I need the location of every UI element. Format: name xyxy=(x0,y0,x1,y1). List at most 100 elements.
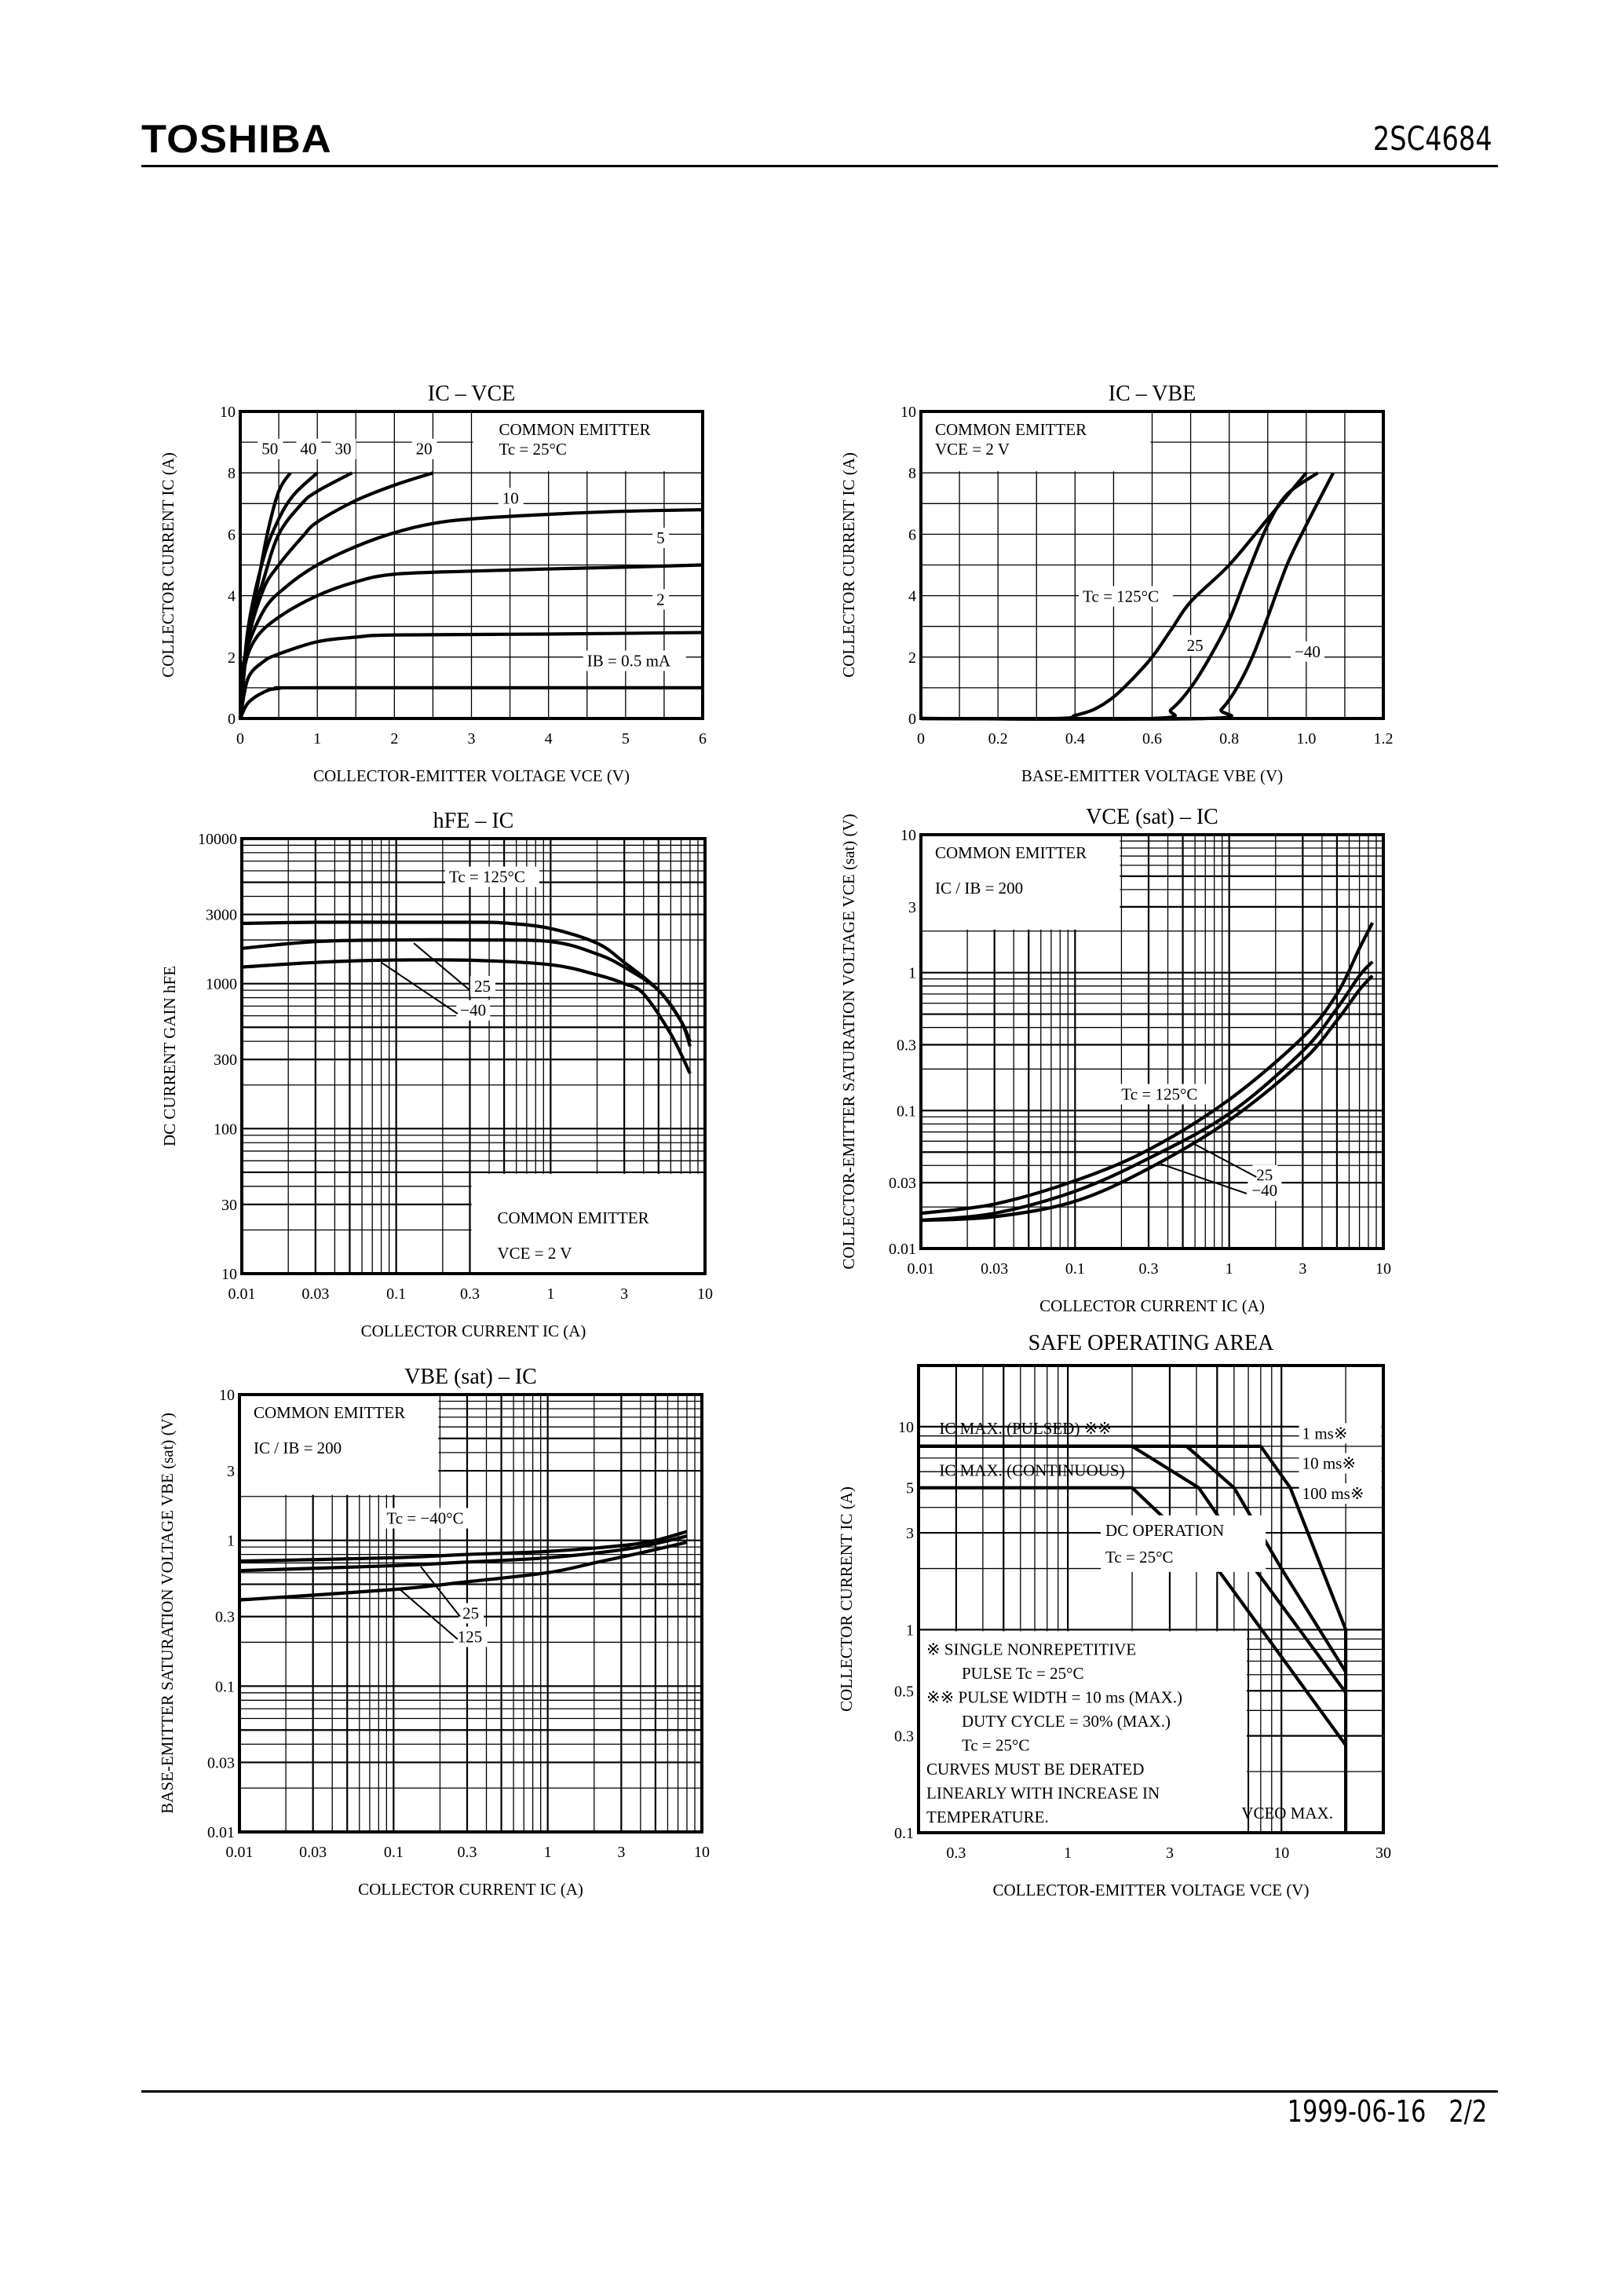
svg-text:Tc = 125°C: Tc = 125°C xyxy=(1121,1084,1197,1103)
svg-text:0.1: 0.1 xyxy=(386,1285,406,1303)
svg-text:0.3: 0.3 xyxy=(894,1728,914,1746)
svg-text:1000: 1000 xyxy=(206,976,237,993)
chart-title: VCE (sat) – IC xyxy=(1086,805,1218,829)
svg-text:3: 3 xyxy=(1299,1260,1306,1278)
svg-text:COMMON EMITTER: COMMON EMITTER xyxy=(935,843,1087,862)
svg-text:0: 0 xyxy=(228,711,236,728)
svg-text:1.0: 1.0 xyxy=(1296,730,1316,748)
svg-text:10: 10 xyxy=(898,1419,914,1436)
svg-text:IC / IB = 200: IC / IB = 200 xyxy=(254,1439,342,1457)
svg-text:30: 30 xyxy=(1375,1844,1391,1862)
header-rule xyxy=(141,165,1498,167)
svg-text:3000: 3000 xyxy=(206,907,237,924)
svg-text:10: 10 xyxy=(220,404,236,421)
svg-text:0.01: 0.01 xyxy=(228,1285,256,1303)
svg-text:10: 10 xyxy=(502,488,519,507)
series-line xyxy=(239,686,703,719)
svg-text:30: 30 xyxy=(221,1197,237,1214)
chart-ic-vce: 0 1 2 3 4 5 6 0 2 4 6 8 10 IC – VCE COLLECTOR-EMITTER … xyxy=(159,382,707,785)
svg-text:3: 3 xyxy=(468,730,476,748)
svg-text:3: 3 xyxy=(908,899,916,916)
chart-title: hFE – IC xyxy=(433,809,514,833)
svg-text:0.1: 0.1 xyxy=(215,1678,235,1695)
svg-text:Tc = 125°C: Tc = 125°C xyxy=(449,868,525,887)
chart-annotations: COMMON EMITTER IC / IB = 200 xyxy=(922,836,1120,930)
svg-text:0.03: 0.03 xyxy=(889,1175,916,1192)
curve-labels: Tc = 125°C25−40 xyxy=(381,866,540,1021)
chart-title: IC – VBE xyxy=(1109,382,1196,406)
curve-labels: 50 40 30 20 10 5 2 IB = 0.5 mA xyxy=(258,438,686,671)
svg-text:1: 1 xyxy=(544,1844,552,1861)
curve-labels: Tc = −40°C 25 125 xyxy=(382,1508,488,1647)
svg-text:10: 10 xyxy=(901,404,916,421)
svg-text:COMMON EMITTER: COMMON EMITTER xyxy=(499,420,651,439)
svg-text:5: 5 xyxy=(656,528,665,547)
svg-text:0.5: 0.5 xyxy=(894,1683,914,1700)
svg-text:3: 3 xyxy=(906,1525,914,1542)
svg-text:1: 1 xyxy=(313,730,321,748)
curve-labels: Tc = 125°C25−40 xyxy=(1079,586,1325,662)
chart-annotations: COMMON EMITTER IC / IB = 200 xyxy=(241,1396,439,1495)
svg-text:IC / IB = 200: IC / IB = 200 xyxy=(935,879,1023,898)
svg-text:2: 2 xyxy=(656,590,665,609)
svg-text:25: 25 xyxy=(474,977,491,996)
tick-labels: 0 1 2 3 4 5 6 0 2 4 6 8 10 xyxy=(220,404,707,748)
svg-text:VCE = 2 V: VCE = 2 V xyxy=(498,1244,572,1263)
svg-text:0.4: 0.4 xyxy=(1065,730,1085,748)
svg-text:0.6: 0.6 xyxy=(1142,730,1162,748)
svg-text:0.3: 0.3 xyxy=(1139,1260,1159,1278)
svg-text:IB = 0.5 mA: IB = 0.5 mA xyxy=(587,652,671,671)
svg-text:1: 1 xyxy=(1226,1260,1233,1278)
series-line xyxy=(920,922,1375,1216)
svg-text:25: 25 xyxy=(1256,1166,1273,1185)
series-line xyxy=(241,938,692,1047)
svg-text:4: 4 xyxy=(545,730,553,748)
chart-hfe-ic: 0.01 0.03 0.1 0.3 1 3 10 10 30 100 300 1000 3000 1000… xyxy=(160,809,713,1340)
tick-labels: 0.3 1 3 10 30 0.1 0.3 0.5 1 3 5 10 xyxy=(894,1419,1391,1862)
svg-text:25: 25 xyxy=(1187,636,1204,655)
series-line xyxy=(920,974,1374,1223)
svg-text:0.01: 0.01 xyxy=(207,1824,235,1841)
svg-text:4: 4 xyxy=(228,588,236,605)
series-line xyxy=(920,960,1374,1223)
series-line xyxy=(241,958,692,1075)
svg-text:COMMON EMITTER: COMMON EMITTER xyxy=(254,1403,405,1422)
y-axis-label: BASE-EMITTER SATURATION VOLTAGE VBE (sat… xyxy=(158,1413,177,1814)
series-line xyxy=(239,1541,688,1602)
svg-text:25: 25 xyxy=(462,1603,479,1622)
series-line xyxy=(238,631,703,719)
svg-text:LINEARLY WITH INCREASE IN: LINEARLY WITH INCREASE IN xyxy=(926,1783,1160,1802)
footer-date: 1999-06-16 xyxy=(1287,2094,1427,2129)
svg-text:0: 0 xyxy=(236,730,244,748)
svg-text:0.3: 0.3 xyxy=(897,1037,916,1055)
svg-text:VCEO MAX.: VCEO MAX. xyxy=(1241,1804,1333,1823)
series-line xyxy=(920,472,1335,721)
svg-text:0.1: 0.1 xyxy=(1065,1260,1085,1278)
svg-text:IC MAX. (CONTINUOUS): IC MAX. (CONTINUOUS) xyxy=(939,1461,1124,1480)
svg-text:2: 2 xyxy=(390,730,398,748)
svg-text:2: 2 xyxy=(228,649,236,667)
x-axis-label: COLLECTOR CURRENT IC (A) xyxy=(358,1880,583,1899)
svg-text:※ SINGLE NONREPETITIVE: ※ SINGLE NONREPETITIVE xyxy=(926,1640,1136,1658)
svg-text:1: 1 xyxy=(227,1533,235,1550)
svg-text:8: 8 xyxy=(908,465,916,482)
chart-vbesat-ic: 0.01 0.03 0.1 0.3 1 3 10 0.01 0.03 0.1 0.3 1 3 10 VBE … xyxy=(158,1365,710,1899)
svg-text:50: 50 xyxy=(261,440,278,459)
x-axis-label: BASE-EMITTER VOLTAGE VBE (V) xyxy=(1021,766,1283,785)
svg-text:0.3: 0.3 xyxy=(460,1285,480,1303)
svg-text:Tc = −40°C: Tc = −40°C xyxy=(386,1509,463,1528)
y-axis-label: DC CURRENT GAIN hFE xyxy=(160,966,179,1146)
tick-labels: 0.01 0.03 0.1 0.3 1 3 10 0.01 0.03 0.1 0.3 1 3 10 xyxy=(207,1387,710,1861)
brand-logo: TOSHIBA xyxy=(141,117,332,161)
y-axis-label: COLLECTOR CURRENT IC (A) xyxy=(159,452,177,678)
curve-labels: Tc = 125°C25−40 xyxy=(1117,1084,1282,1201)
svg-text:VCE = 2 V: VCE = 2 V xyxy=(935,440,1010,459)
chart-title: VBE (sat) – IC xyxy=(404,1365,537,1389)
svg-text:0: 0 xyxy=(908,711,916,728)
series-line xyxy=(238,508,703,719)
svg-text:40: 40 xyxy=(300,440,316,459)
svg-text:DUTY CYCLE = 30% (MAX.): DUTY CYCLE = 30% (MAX.) xyxy=(962,1712,1171,1731)
svg-text:5: 5 xyxy=(622,730,630,748)
svg-text:10: 10 xyxy=(1273,1844,1289,1862)
